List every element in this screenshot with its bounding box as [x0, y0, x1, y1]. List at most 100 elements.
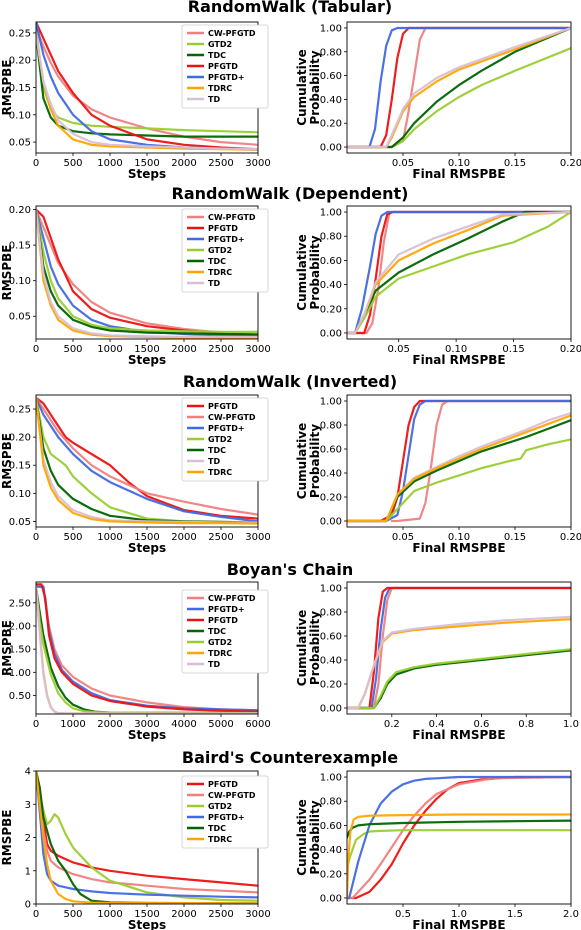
x-axis-label: Final RMSPBE — [412, 167, 505, 181]
x-tick-label: 0 — [33, 909, 39, 920]
x-tick-label: 1000 — [97, 158, 122, 169]
y-tick-label: 0.15 — [9, 461, 31, 472]
series-line-pfgtd — [36, 396, 258, 520]
series-line-gtd2 — [36, 585, 258, 714]
legend-entry: TD — [208, 660, 220, 669]
chart-title: Baird's Counterexample — [182, 748, 398, 767]
series-line-pfgtdplus — [347, 26, 571, 149]
y-tick-label: 0 — [25, 900, 31, 911]
chart-title: RandomWalk (Tabular) — [188, 0, 392, 16]
legend-entry: GTD2 — [208, 40, 232, 49]
y-tick-label: 3 — [25, 800, 31, 811]
series-lines — [36, 396, 258, 525]
x-tick-label: 0.20 — [560, 158, 581, 169]
y-tick-label: 0.00 — [320, 704, 342, 715]
legend-entry: PFGTD+ — [208, 813, 245, 822]
y-tick-label: 0.25 — [9, 28, 31, 39]
x-tick-label: 4000 — [171, 719, 196, 730]
legend-entry: TD — [208, 95, 220, 104]
x-tick-label: 1500 — [134, 158, 159, 169]
y-axis-label: RMSPBE — [0, 620, 14, 676]
x-axis-label: Steps — [128, 918, 166, 930]
y-tick-label: 2.50 — [9, 598, 31, 609]
x-tick-label: 0 — [33, 532, 39, 543]
y-tick-label: 0.60 — [320, 71, 342, 82]
series-line-cw-pfgtd — [36, 26, 258, 146]
x-tick-label: 0 — [33, 344, 39, 355]
x-axis-label: Final RMSPBE — [412, 728, 505, 742]
series-line-td — [347, 411, 571, 523]
series-lines — [36, 583, 258, 714]
legend-entry: CW-PFGTD — [208, 413, 256, 422]
legend-entry: GTD2 — [208, 246, 232, 255]
y-tick-label: 0.10 — [9, 276, 31, 287]
x-tick-label: 3000 — [245, 532, 270, 543]
series-line-tdrc — [347, 813, 571, 900]
x-tick-label: 1500 — [134, 344, 159, 355]
y-axis-label: RMSPBE — [0, 810, 14, 866]
x-tick-label: 2.0 — [563, 909, 579, 920]
cdf-panel: 0.05 0.10 0.15 0.20 0.00 0.20 0.40 0.60 0.80 1.00… — [295, 205, 581, 367]
series-lines — [347, 399, 571, 523]
series-line-cw-pfgtd — [36, 208, 258, 336]
x-tick-label: 2500 — [208, 909, 233, 920]
x-tick-label: 500 — [63, 532, 82, 543]
y-tick-label: 0.80 — [320, 421, 342, 432]
series-line-td — [347, 615, 571, 710]
series-line-tdrc — [347, 414, 571, 523]
learning-curve-panel: 0 500 1000 1500 2000 2500 3000 0 1 2 3 4 Steps RMSPBE… — [0, 767, 271, 930]
y-tick-label: 1 — [25, 866, 31, 877]
y-tick-label: 0.80 — [320, 797, 342, 808]
y-axis-label: CumulativeProbability — [295, 799, 322, 875]
y-tick-label: 0.40 — [320, 280, 342, 291]
legend-entry: PFGTD+ — [208, 605, 245, 614]
series-line-tdc — [36, 31, 258, 138]
series-line-pfgtd — [347, 775, 571, 900]
x-tick-label: 3000 — [245, 158, 270, 169]
x-tick-label: 0.15 — [504, 158, 526, 169]
y-tick-label: 2 — [25, 833, 31, 844]
x-axis-label: Steps — [128, 353, 166, 367]
series-line-pfgtdplus — [347, 399, 571, 523]
legend-entry: PFGTD — [208, 224, 238, 233]
x-tick-label: 1000 — [97, 909, 122, 920]
series-line-gtd2 — [36, 208, 258, 333]
y-tick-label: 0.25 — [9, 405, 31, 416]
x-tick-label: 1.0 — [563, 719, 579, 730]
y-tick-label: 0.20 — [320, 869, 342, 880]
x-tick-label: 0.4 — [429, 719, 445, 730]
series-line-td — [36, 31, 258, 151]
x-tick-label: 0.15 — [502, 344, 524, 355]
x-tick-label: 0.8 — [518, 719, 534, 730]
legend-entry: TD — [208, 457, 220, 466]
x-axis-label: Final RMSPBE — [412, 541, 505, 555]
learning-curve-panel: 0 500 1000 1500 2000 2500 3000 0.05 0.10 0.15 0.20… — [0, 394, 271, 555]
legend-entry: TDRC — [208, 84, 232, 93]
series-line-tdc — [347, 819, 571, 839]
legend-entry: PFGTD — [208, 780, 238, 789]
x-tick-label: 0.2 — [384, 719, 400, 730]
legend-entry: TDC — [208, 824, 226, 833]
y-tick-label: 1.00 — [9, 668, 31, 679]
series-line-gtd2 — [347, 438, 571, 523]
x-tick-label: 6000 — [245, 719, 270, 730]
legend-entry: GTD2 — [208, 638, 232, 647]
y-tick-label: 0.40 — [320, 469, 342, 480]
series-line-gtd2 — [347, 47, 571, 149]
chart-row-2: RandomWalk (Dependent) 0 500 1000 1500 2000 25… — [0, 184, 581, 367]
x-tick-label: 2000 — [97, 719, 122, 730]
x-tick-label: 500 — [63, 344, 82, 355]
y-tick-label: 0.20 — [320, 680, 342, 691]
y-tick-label: 0.20 — [9, 433, 31, 444]
x-axis-label: Steps — [128, 541, 166, 555]
y-tick-label: 0.05 — [9, 312, 31, 323]
legend-entry: TDRC — [208, 649, 232, 658]
chart-title: Boyan's Chain — [227, 560, 354, 579]
series-lines — [347, 586, 571, 710]
legend-entry: GTD2 — [208, 435, 232, 444]
x-tick-label: 1000 — [97, 532, 122, 543]
y-tick-label: 0.10 — [9, 489, 31, 500]
series-line-td — [347, 26, 571, 149]
x-tick-label: 0.10 — [448, 532, 470, 543]
